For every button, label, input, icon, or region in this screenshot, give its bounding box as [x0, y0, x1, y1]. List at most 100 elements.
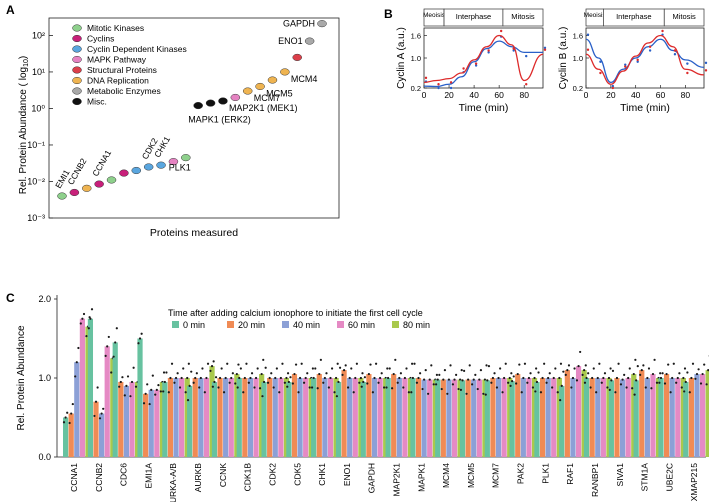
replicate-dot [417, 376, 420, 380]
replicate-dot [334, 376, 338, 380]
y-axis-label: Cyclin B (a.u.) [558, 27, 569, 90]
data-point [205, 99, 216, 107]
y-tick-label: 1.0 [411, 54, 421, 63]
replicate-dot [403, 376, 406, 380]
replicate-dot [474, 373, 477, 376]
replicate-dot [602, 376, 605, 380]
replicate-dot [543, 362, 546, 365]
replicate-dot [566, 369, 569, 372]
bar [203, 378, 210, 457]
point-label: MAP2K1 (MEK1) [229, 103, 298, 113]
replicate-dot [627, 376, 630, 380]
category-label: MAPK1 [416, 463, 426, 492]
replicate-dot [190, 370, 193, 373]
replicate-dot [510, 372, 513, 375]
replicate-dot [358, 381, 361, 384]
replicate-dot [377, 381, 380, 384]
replicate-dot [112, 355, 115, 358]
replicate-dot [587, 372, 590, 375]
point-label: CCNA1 [90, 148, 113, 178]
replicate-dot [415, 381, 419, 384]
replicate-dot [239, 367, 242, 370]
replicate-dot [575, 379, 579, 382]
series-point [512, 47, 515, 50]
replicate-dot [312, 376, 315, 380]
replicate-dot [483, 378, 487, 381]
phase-box [663, 8, 705, 27]
series-point [636, 58, 639, 62]
replicate-dot [64, 416, 67, 419]
replicate-dot [562, 370, 565, 373]
bar [335, 381, 342, 457]
replicate-dot [468, 364, 471, 367]
replicate-dot [354, 376, 357, 380]
replicate-dot [606, 386, 609, 389]
replicate-dot [387, 376, 390, 380]
x-tick-label: 80 [681, 90, 691, 100]
replicate-dot [501, 391, 504, 394]
replicate-dot [394, 358, 397, 361]
bar [663, 374, 670, 457]
replicate-dot [699, 382, 703, 385]
replicate-dot [534, 390, 537, 393]
replicate-dot [625, 386, 628, 389]
replicate-dot [391, 387, 394, 390]
x-tick-label: 60 [656, 90, 666, 100]
replicate-dot [281, 362, 284, 365]
bar [223, 378, 229, 457]
category-label: UBE2C [664, 463, 674, 491]
replicate-dot [388, 367, 391, 370]
series-point [599, 60, 602, 63]
series-line [585, 38, 705, 84]
bar [658, 378, 664, 457]
replicate-dot [682, 376, 685, 380]
bar [509, 381, 515, 457]
bar [123, 385, 130, 457]
replicate-dot [89, 317, 92, 320]
replicate-dot [236, 386, 239, 389]
bar [391, 374, 397, 457]
replicate-dot [690, 376, 693, 380]
replicate-dot [278, 391, 281, 394]
replicate-dot [316, 387, 319, 390]
category-label: AURKB [193, 463, 203, 493]
replicate-dot [635, 379, 638, 382]
replicate-dot [293, 372, 296, 376]
replicate-dot [300, 362, 303, 365]
replicate-dot [151, 374, 154, 377]
point-label: PLK1 [169, 163, 191, 173]
replicate-dot [137, 342, 140, 345]
bar [675, 378, 681, 457]
legend-entry: Cyclins [87, 34, 114, 44]
replicate-dot [472, 378, 475, 381]
replicate-dot [94, 400, 98, 403]
data-point [94, 180, 104, 188]
replicate-dot [413, 362, 416, 365]
y-tick-label: 0.2 [573, 84, 583, 93]
bar [515, 374, 521, 457]
replicate-dot [596, 376, 599, 380]
replicate-dot [360, 385, 363, 388]
replicate-dot [564, 373, 567, 376]
replicate-dot [157, 384, 160, 387]
y-tick-label: 1.0 [38, 373, 51, 383]
replicate-dot [515, 382, 518, 385]
data-point [267, 76, 278, 84]
legend-swatch [392, 321, 399, 328]
replicate-dot [344, 364, 347, 367]
replicate-dot [142, 402, 146, 405]
category-label: PLK1 [540, 463, 550, 484]
replicate-dot [212, 360, 215, 363]
replicate-dot [671, 376, 674, 380]
series-point [512, 49, 515, 52]
category-label: CDK1B [243, 463, 253, 492]
replicate-dot [234, 382, 237, 385]
bar [520, 378, 526, 457]
series-point [686, 71, 689, 75]
replicate-dot [623, 373, 626, 376]
replicate-dot [380, 372, 383, 375]
replicate-dot [405, 367, 408, 370]
replicate-dot [294, 363, 298, 366]
